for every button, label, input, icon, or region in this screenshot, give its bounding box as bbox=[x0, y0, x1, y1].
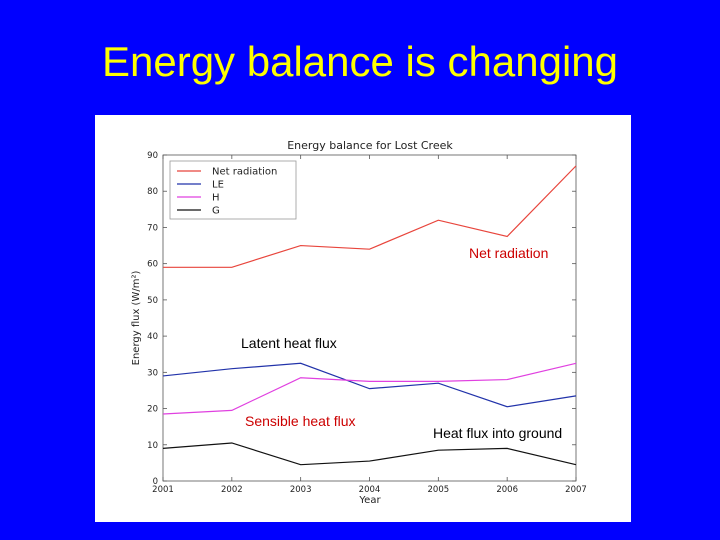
legend: Net radiation LE HG bbox=[169, 160, 297, 220]
y-tick-label: 40 bbox=[147, 332, 158, 342]
x-tick-label: 2002 bbox=[221, 485, 243, 495]
x-tick-label: 2001 bbox=[152, 485, 174, 495]
annotation-label: Latent heat flux bbox=[241, 335, 337, 351]
slide-title: Energy balance is changing bbox=[101, 38, 619, 85]
legend-label: H bbox=[212, 193, 220, 204]
x-tick-label: 2005 bbox=[428, 485, 450, 495]
legend-label: Net radiation bbox=[212, 167, 277, 178]
series-line-net-radiation bbox=[163, 165, 577, 268]
series-line-h bbox=[162, 362, 577, 415]
y-tick-label: 20 bbox=[147, 405, 158, 415]
x-tick-label: 2007 bbox=[565, 485, 587, 495]
y-tick-label: 70 bbox=[147, 223, 158, 233]
annotation-label: Heat flux into ground bbox=[433, 425, 562, 441]
annotations: Net radiation Latent heat flux Sensible he… bbox=[241, 245, 562, 441]
series-lines bbox=[162, 165, 577, 466]
y-tick-label: 30 bbox=[147, 368, 158, 378]
y-tick-label: 80 bbox=[147, 187, 158, 197]
energy-balance-chart: Energy balance for Lost Creek 0 10 20 30 40 5… bbox=[131, 139, 587, 506]
y-tick-label: 50 bbox=[147, 296, 158, 306]
chart-panel: Energy balance for Lost Creek 0 10 20 30 40 5… bbox=[95, 115, 631, 522]
chart-title: Energy balance for Lost Creek bbox=[287, 139, 453, 152]
x-axis-ticks: 2001 2002 2003 2004 2005 2006 2007 bbox=[152, 155, 587, 495]
y-tick-label: 10 bbox=[147, 441, 158, 451]
y-axis-label: Energy flux (W/m²) bbox=[131, 271, 142, 366]
annotation-label: Net radiation bbox=[469, 245, 548, 261]
y-tick-label: 90 bbox=[147, 151, 158, 161]
x-tick-label: 2006 bbox=[496, 485, 518, 495]
y-tick-label: 0 bbox=[153, 477, 158, 487]
series-line-le bbox=[162, 362, 577, 408]
legend-label: LE bbox=[212, 180, 224, 191]
y-tick-label: 60 bbox=[147, 260, 158, 270]
x-tick-label: 2003 bbox=[290, 485, 312, 495]
x-axis-label: Year bbox=[358, 495, 381, 506]
legend-label: G bbox=[212, 206, 220, 217]
x-tick-label: 2004 bbox=[359, 485, 381, 495]
y-axis-ticks: 0 10 20 30 40 50 60 70 80 90 bbox=[147, 151, 576, 487]
annotation-label: Sensible heat flux bbox=[245, 413, 356, 429]
series-line-g bbox=[162, 442, 577, 466]
